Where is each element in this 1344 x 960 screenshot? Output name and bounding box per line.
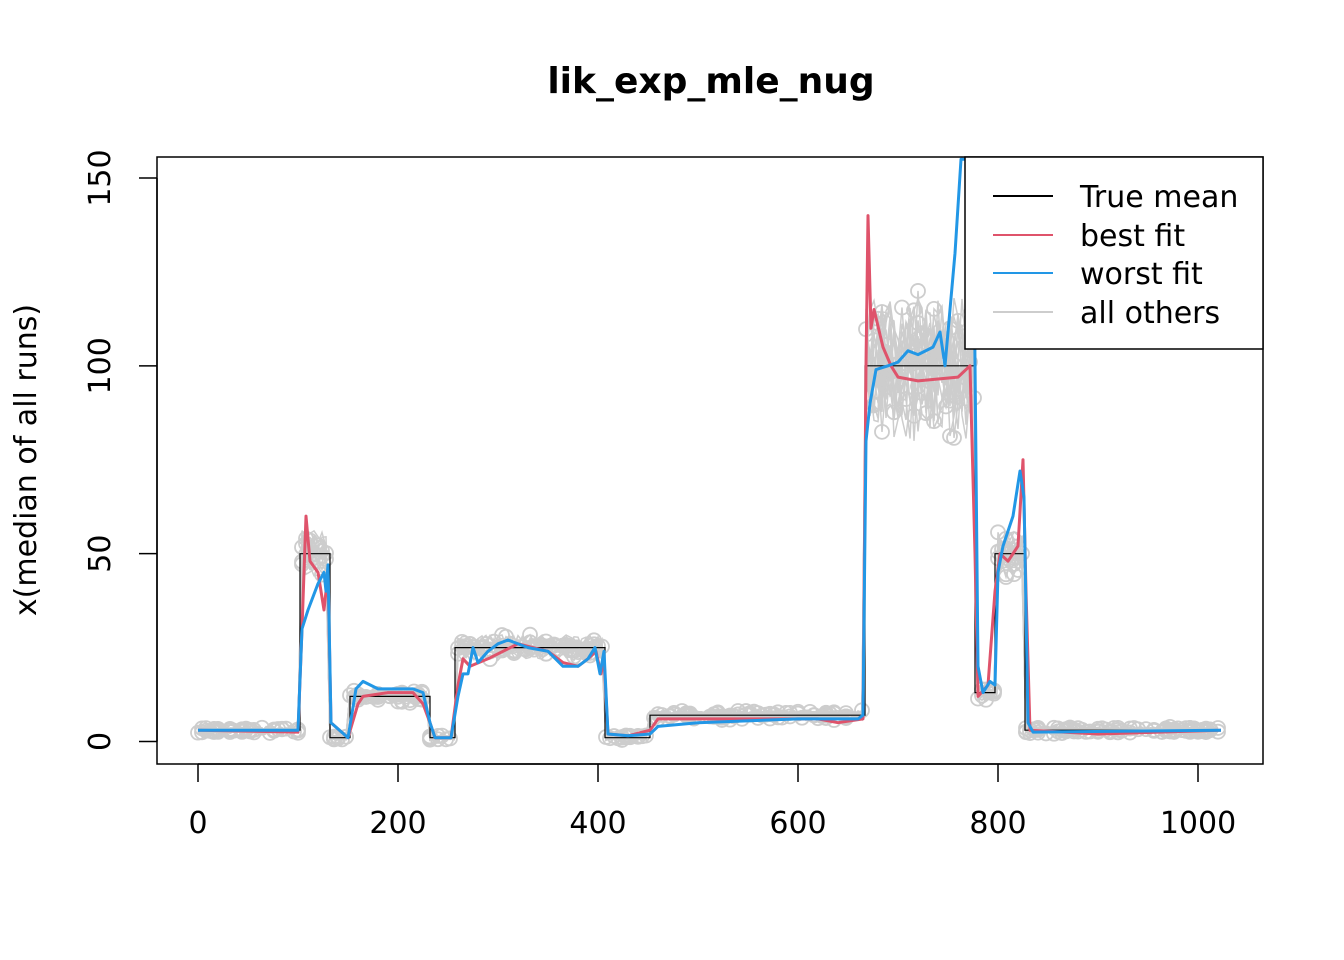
y-tick-label: 150 xyxy=(83,149,118,206)
other-run-line xyxy=(197,314,1219,741)
other-run-point xyxy=(942,392,958,409)
other-run-line xyxy=(197,309,1219,742)
other-run-line xyxy=(197,322,1219,742)
legend-box xyxy=(964,156,1264,350)
other-run-line xyxy=(197,346,1219,741)
x-tick-label: 200 xyxy=(369,806,426,841)
legend-label-worst-fit: worst fit xyxy=(1080,257,1203,292)
y-tick-label: 0 xyxy=(83,732,118,751)
other-run-line xyxy=(197,336,1219,741)
y-axis-label: x(median of all runs) xyxy=(9,304,44,616)
other-run-point xyxy=(874,423,890,440)
worst-fit-line xyxy=(198,157,1222,740)
x-tick-label: 0 xyxy=(188,806,207,841)
other-run-line xyxy=(197,330,1219,742)
chart-title: lik_exp_mle_nug xyxy=(547,61,874,102)
legend-label-best-fit: best fit xyxy=(1080,219,1185,254)
y-axis: 0 50 100 150 xyxy=(83,149,158,751)
other-run-point xyxy=(1170,720,1186,737)
other-run-line xyxy=(197,301,1219,742)
other-run-point xyxy=(910,283,926,299)
x-tick-label: 600 xyxy=(769,806,826,841)
other-run-point xyxy=(1182,720,1198,736)
other-run-point xyxy=(454,633,470,650)
other-run-line xyxy=(197,331,1219,742)
y-tick-label: 100 xyxy=(83,337,118,394)
other-run-point xyxy=(918,405,934,422)
other-run-point xyxy=(894,299,910,316)
x-tick-label: 1000 xyxy=(1160,806,1236,841)
other-run-line xyxy=(197,307,1219,742)
other-run-line xyxy=(197,317,1219,741)
other-run-point xyxy=(522,626,538,643)
other-run-line xyxy=(197,329,1219,741)
all-others-runs xyxy=(190,283,1226,748)
other-run-point xyxy=(190,724,206,741)
other-run-line xyxy=(197,339,1219,742)
other-run-line xyxy=(197,351,1218,742)
y-tick-label: 50 xyxy=(83,535,118,573)
other-run-point xyxy=(910,331,926,347)
other-run-point xyxy=(990,524,1006,541)
legend-label-all-others: all others xyxy=(1080,296,1220,331)
x-tick-label: 800 xyxy=(969,806,1026,841)
other-run-line xyxy=(197,314,1219,741)
x-axis: 0 200 400 600 800 1000 xyxy=(188,763,1236,841)
other-run-point xyxy=(926,300,942,317)
other-run-point xyxy=(614,732,630,748)
other-run-point xyxy=(946,429,962,446)
fit-series xyxy=(197,157,1222,740)
other-run-line xyxy=(197,290,1219,742)
other-run-line xyxy=(197,319,1219,741)
other-run-line xyxy=(197,302,1219,742)
other-run-point xyxy=(1062,719,1078,736)
x-tick-label: 400 xyxy=(569,806,626,841)
legend-label-true-mean: True mean xyxy=(1079,180,1238,215)
other-run-line xyxy=(197,346,1219,742)
true-mean-line xyxy=(198,365,1221,739)
true-mean-series xyxy=(198,365,1221,739)
other-run-line xyxy=(197,297,1218,741)
legend: True mean best fit worst fit all others xyxy=(964,156,1264,350)
other-run-line xyxy=(197,323,1219,741)
